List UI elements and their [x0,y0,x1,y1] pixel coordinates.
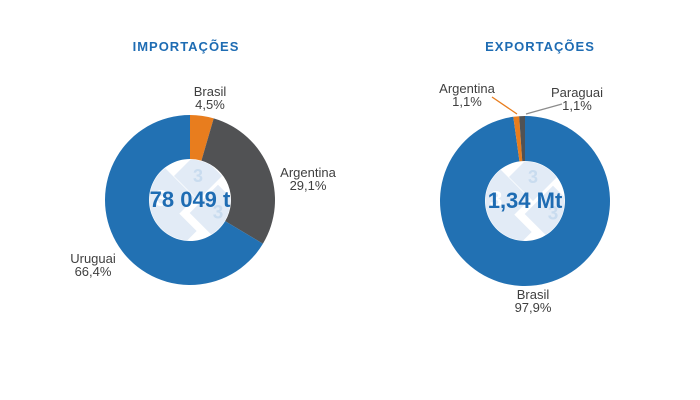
slice-importacoes-argentina [201,118,276,244]
exportacoes-total-value: 1,34 Mt [487,188,563,213]
label-percent: 1,1% [452,94,482,109]
label-percent: 66,4% [74,264,112,279]
leader-line-paraguai [525,103,563,115]
label-percent: 4,5% [195,97,225,112]
exportacoes-title: EXPORTAÇÕES [485,39,595,54]
label-exportacoes-brasil: Brasil 97,9% [483,288,583,314]
watermark-3-glyph: 3 [193,166,203,186]
watermark-3-glyph: 3 [528,167,538,187]
slice-exportacoes-paraguai [519,116,525,162]
watermark-diamond [486,209,532,241]
label-country: Uruguai [70,251,116,266]
label-exportacoes-paraguai: Paraguai 1,1% [527,86,627,112]
label-country: Brasil [516,287,550,302]
label-importacoes-uruguai: Uruguai 66,4% [43,252,143,278]
importacoes-title: IMPORTAÇÕES [132,39,240,54]
label-country: Argentina [280,165,336,180]
slice-importacoes-uruguai [105,115,263,285]
leader-line-argentina [491,96,518,115]
slice-exportacoes-brasil [440,116,610,287]
watermark-3-glyph: 3 [490,186,503,212]
watermark-diamond [151,208,197,241]
label-percent: 97,9% [514,300,552,315]
label-country: Paraguai [550,85,604,100]
slice-exportacoes-argentina [513,116,523,162]
watermark-3-glyph: 3 [155,185,168,211]
label-exportacoes-argentina: Argentina 1,1% [417,82,517,108]
label-importacoes-brasil: Brasil 4,5% [160,85,260,111]
importacoes-total-value: 78 049 t [149,187,231,212]
label-country: Brasil [193,84,227,99]
label-percent: 29,1% [289,178,327,193]
label-importacoes-argentina: Argentina 29,1% [258,166,358,192]
label-percent: 1,1% [562,98,592,113]
watermark-3-glyph: 3 [213,203,224,224]
slice-importacoes-brasil [190,115,214,161]
label-country: Argentina [439,81,495,96]
watermark-diamond [189,184,231,241]
watermark-3-glyph: 3 [548,204,559,225]
